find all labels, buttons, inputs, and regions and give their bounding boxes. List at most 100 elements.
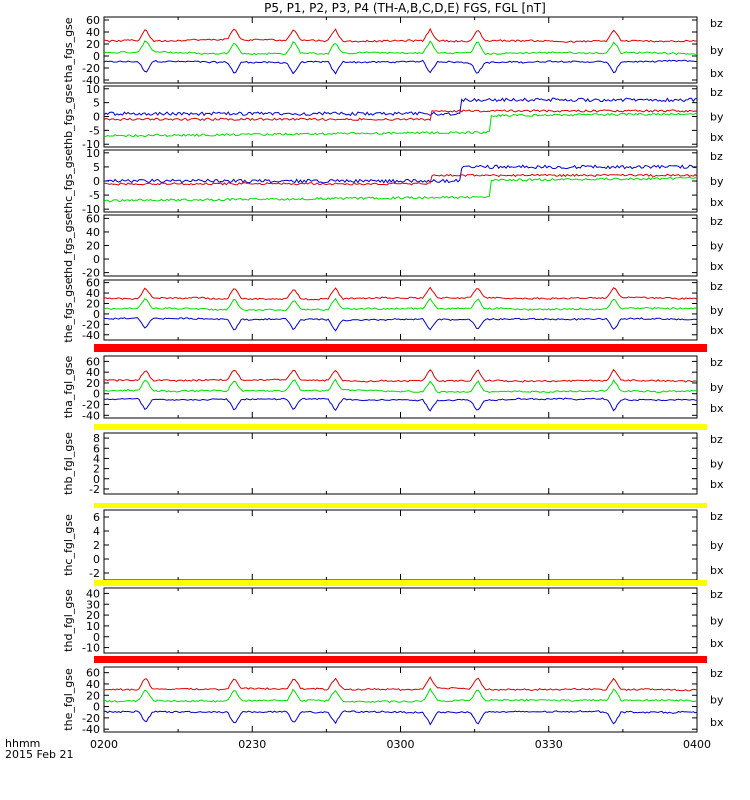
- y-tick-label: 0: [93, 553, 100, 566]
- series-bz: [103, 286, 698, 301]
- series-bx: [103, 317, 698, 332]
- series-by: [103, 297, 698, 312]
- y-tick-label: 40: [86, 226, 100, 239]
- legend-bx: bx: [710, 260, 724, 273]
- legend-bx: bx: [710, 478, 724, 491]
- y-tick-label: 20: [86, 240, 100, 253]
- y-tick-label: 0: [93, 50, 100, 63]
- y-tick-label: 5: [93, 97, 100, 110]
- x-tick-label: 0330: [535, 738, 563, 751]
- y-axis-label: the_fgl_gse: [62, 668, 75, 731]
- legend-by: by: [710, 44, 724, 57]
- legend-bx: bx: [710, 637, 724, 650]
- x-tick-label: 0400: [683, 738, 711, 751]
- legend-by: by: [710, 381, 724, 394]
- y-tick-label: 20: [86, 609, 100, 622]
- y-tick-label: -40: [82, 329, 100, 342]
- y-tick-label: 10: [86, 620, 100, 633]
- y-tick-label: -2: [89, 483, 100, 496]
- y-tick-label: 60: [86, 667, 100, 680]
- legend-bz: bz: [710, 433, 723, 446]
- y-tick-label: 2: [93, 463, 100, 476]
- y-tick-label: -20: [82, 318, 100, 331]
- y-tick-label: 5: [93, 161, 100, 174]
- series-by: [103, 40, 697, 56]
- y-tick-label: 60: [86, 355, 100, 368]
- legend-bx: bx: [710, 716, 724, 729]
- status-bar: [94, 656, 707, 663]
- legend-by: by: [710, 694, 724, 707]
- y-tick-label: -10: [82, 642, 100, 655]
- y-tick-label: -40: [82, 723, 100, 736]
- y-tick-label: 20: [86, 377, 100, 390]
- legend-bz: bz: [710, 215, 723, 228]
- legend-by: by: [710, 111, 724, 124]
- y-tick-label: 20: [86, 689, 100, 702]
- y-tick-label: -20: [82, 399, 100, 412]
- y-tick-label: 60: [86, 212, 100, 225]
- legend-bz: bz: [710, 667, 723, 680]
- y-axis-label: tha_fgl_gse: [62, 356, 75, 419]
- status-bar: [94, 580, 707, 586]
- y-tick-label: 40: [86, 678, 100, 691]
- legend-by: by: [710, 539, 724, 552]
- legend-bz: bz: [710, 588, 723, 601]
- series-bx: [103, 397, 698, 412]
- x-corner-label: hhmm: [5, 737, 40, 750]
- y-tick-label: -10: [82, 203, 100, 216]
- series-bz: [103, 173, 698, 186]
- y-tick-label: 10: [86, 83, 100, 96]
- y-tick-label: 0: [93, 473, 100, 486]
- legend-bz: bz: [710, 356, 723, 369]
- y-tick-label: 20: [86, 38, 100, 51]
- y-tick-label: 2: [93, 539, 100, 552]
- x-tick-label: 0230: [238, 738, 266, 751]
- y-tick-label: 0: [93, 701, 100, 714]
- legend-bz: bz: [710, 280, 723, 293]
- x-tick-label: 0200: [90, 738, 118, 751]
- panel-frame: [103, 587, 698, 654]
- panel-frame: [103, 279, 698, 341]
- panel-frame: [103, 432, 698, 495]
- status-bar: [94, 344, 707, 352]
- y-tick-label: 0: [93, 175, 100, 188]
- status-bar: [94, 424, 707, 430]
- legend-bx: bx: [710, 324, 724, 337]
- y-axis-label: thb_fgs_gse: [62, 84, 75, 150]
- legend-bz: bz: [710, 17, 723, 30]
- series-bx: [103, 59, 698, 75]
- series-by: [103, 687, 698, 704]
- panel-frame: [103, 509, 698, 581]
- legend-by: by: [710, 240, 724, 253]
- legend-bz: bz: [710, 510, 723, 523]
- y-tick-label: -5: [89, 189, 100, 202]
- y-tick-label: 30: [86, 598, 100, 611]
- y-tick-label: -5: [89, 124, 100, 137]
- series-by: [103, 378, 698, 394]
- y-tick-label: -40: [82, 74, 100, 87]
- y-tick-label: 0: [93, 631, 100, 644]
- panel-frame: [103, 666, 698, 733]
- y-axis-label: thc_fgl_gse: [62, 514, 75, 576]
- y-tick-label: 20: [86, 297, 100, 310]
- legend-bz: bz: [710, 150, 723, 163]
- y-tick-label: -10: [82, 138, 100, 151]
- series-by: [103, 112, 698, 138]
- panel-frame: [103, 214, 698, 277]
- legend-by: by: [710, 615, 724, 628]
- legend-by: by: [710, 175, 724, 188]
- y-tick-label: 4: [93, 525, 100, 538]
- plot-title: P5, P1, P2, P3, P4 (TH-A,B,C,D,E) FGS, F…: [264, 1, 546, 15]
- legend-bx: bx: [710, 67, 724, 80]
- y-tick-label: 0: [93, 388, 100, 401]
- x-tick-label: 0300: [387, 738, 415, 751]
